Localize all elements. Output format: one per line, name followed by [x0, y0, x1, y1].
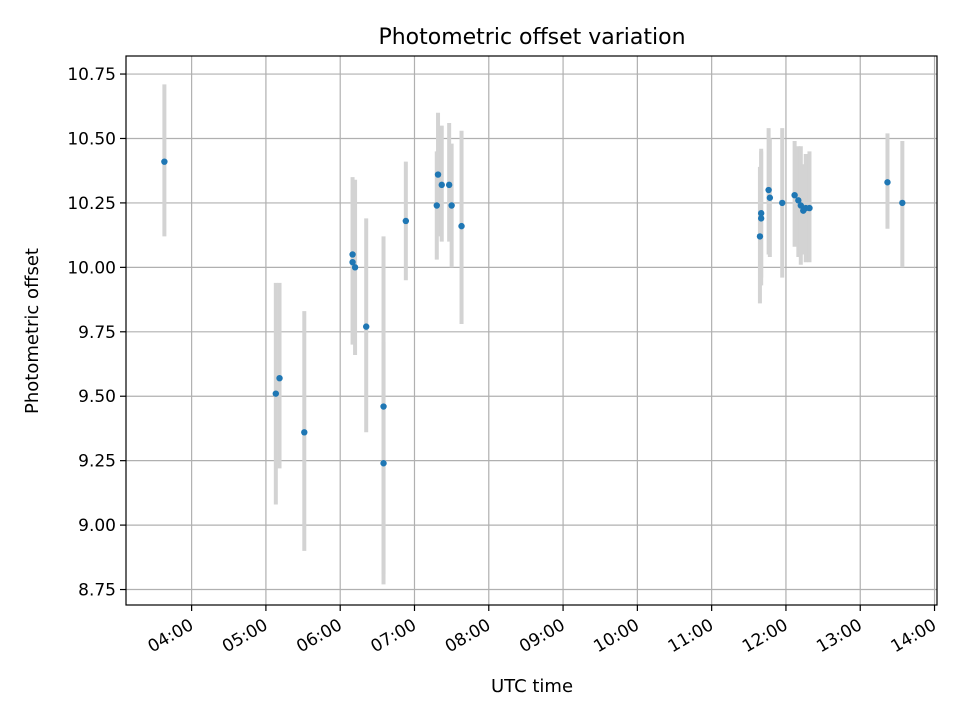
plot-frame [125, 55, 938, 606]
grid-layer [126, 56, 937, 605]
y-tick-label: 9.50 [78, 387, 116, 407]
data-point [756, 233, 764, 240]
data-point [757, 210, 765, 217]
data-point [806, 204, 813, 212]
chart-title: Photometric offset variation [378, 25, 685, 50]
y-axis-label: Photometric offset [22, 248, 43, 414]
data-point [351, 264, 359, 271]
y-tick-label: 8.75 [78, 581, 116, 601]
y-tick-label: 9.25 [78, 452, 116, 472]
data-point [380, 460, 387, 467]
y-tick-label: 10.50 [67, 129, 116, 149]
data-point [276, 374, 283, 382]
x-axis-label: UTC time [491, 676, 573, 697]
data-point [301, 429, 308, 436]
data-point [445, 181, 453, 189]
data-point [899, 199, 906, 207]
data-point [448, 202, 455, 209]
data-point [797, 202, 805, 209]
data-point [363, 323, 370, 330]
data-point [884, 179, 891, 186]
y-tick-label: 10.00 [67, 258, 116, 278]
data-point [380, 403, 387, 410]
data-point [779, 199, 786, 207]
data-point [757, 215, 765, 222]
y-tick-label: 10.75 [67, 65, 116, 85]
data-point [765, 186, 772, 194]
marker-layer [161, 158, 906, 467]
data-point [433, 202, 440, 209]
data-point [458, 222, 465, 230]
data-point [795, 197, 802, 204]
data-point [766, 194, 774, 201]
data-point [161, 158, 168, 165]
data-point [434, 171, 442, 178]
y-tick-label: 9.75 [78, 323, 116, 343]
data-point [349, 251, 356, 258]
y-tick-label: 10.25 [67, 194, 116, 214]
y-tick-label: 9.00 [78, 516, 116, 536]
data-point [272, 390, 280, 397]
data-point [438, 181, 445, 189]
data-point [791, 191, 798, 199]
data-point [349, 258, 356, 266]
data-point [402, 217, 410, 225]
